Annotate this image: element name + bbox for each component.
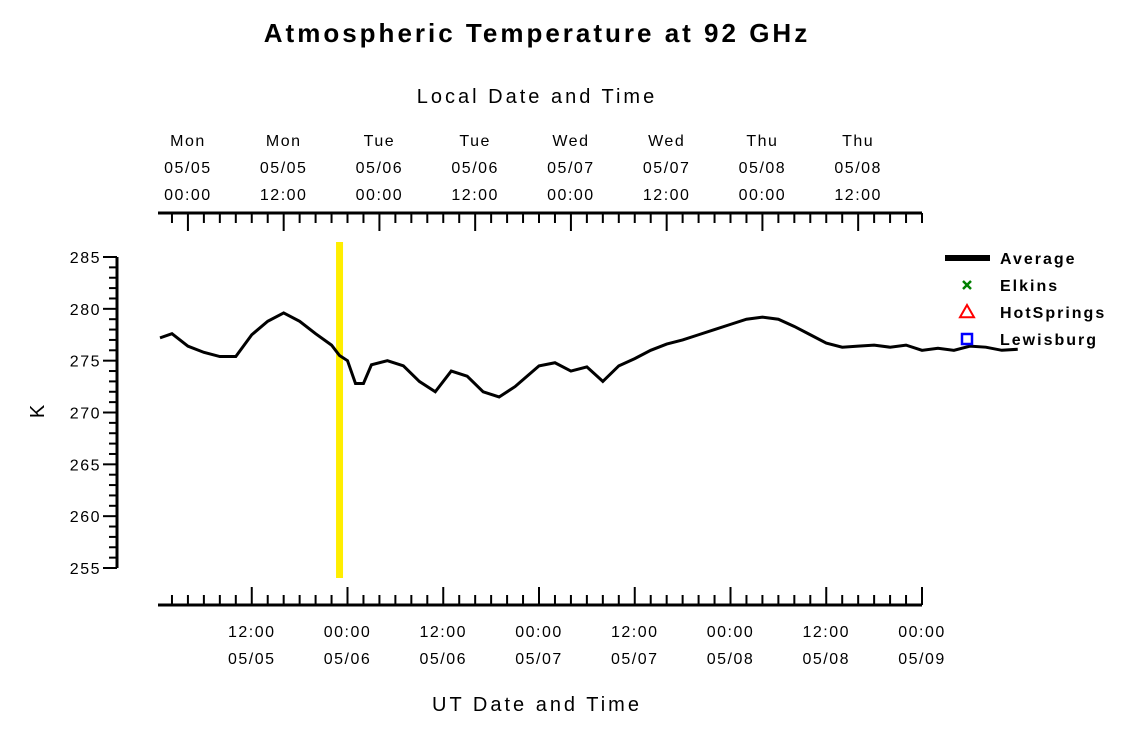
legend-label: Average: [1000, 251, 1077, 268]
top-tick-label-date: 05/05: [260, 160, 308, 177]
top-tick-label-day: Wed: [648, 133, 685, 150]
x-tick-label-date: 05/07: [515, 651, 563, 668]
y-tick-label: 270: [70, 406, 101, 423]
x-tick-label-time: 12:00: [802, 624, 850, 641]
y-axis-title: K: [27, 402, 49, 418]
x-tick-label-date: 05/06: [324, 651, 372, 668]
legend-label: Elkins: [1000, 278, 1059, 295]
chart-title: Atmospheric Temperature at 92 GHz: [264, 18, 810, 48]
y-tick-label: 275: [70, 354, 101, 371]
top-tick-label-time: 00:00: [164, 187, 212, 204]
x-tick-label-time: 12:00: [419, 624, 467, 641]
plot-area: 255 260 265 270 275 280 285 12:00 05/05 00:00 05/0…: [70, 133, 1018, 668]
top-tick-label-time: 00:00: [547, 187, 595, 204]
top-tick-label-day: Thu: [842, 133, 874, 150]
legend-swatch-triangle: [958, 302, 976, 319]
top-tick-label-time: 12:00: [260, 187, 308, 204]
top-tick-label-time: 00:00: [356, 187, 404, 204]
legend-label: Lewisburg: [1000, 332, 1098, 349]
top-tick-label-day: Thu: [746, 133, 778, 150]
y-tick-label: 265: [70, 457, 101, 474]
x-tick-label-time: 12:00: [228, 624, 276, 641]
top-tick-label-day: Tue: [459, 133, 490, 150]
top-tick-label-date: 05/08: [834, 160, 882, 177]
x-tick-label-date: 05/06: [419, 651, 467, 668]
x-tick-label-time: 00:00: [515, 624, 563, 641]
top-tick-label-date: 05/07: [547, 160, 595, 177]
legend-swatch-x: [962, 280, 972, 290]
top-tick-label-time: 12:00: [451, 187, 499, 204]
top-tick-label-date: 05/06: [451, 160, 499, 177]
legend-item-hotsprings: HotSprings: [958, 302, 1106, 322]
top-tick-label-day: Wed: [552, 133, 589, 150]
legend-item-average: Average: [945, 251, 1077, 268]
top-tick-label-date: 05/07: [643, 160, 691, 177]
top-tick-label-time: 12:00: [643, 187, 691, 204]
x-tick-label-date: 05/08: [707, 651, 755, 668]
series-line-average: [159, 311, 1018, 399]
y-tick-label: 260: [70, 509, 101, 526]
x-tick-label-time: 00:00: [898, 624, 946, 641]
legend-swatch-square: [960, 332, 974, 346]
x-tick-label-date: 05/09: [898, 651, 946, 668]
bottom-axis-title: UT Date and Time: [432, 694, 642, 716]
top-tick-label-date: 05/06: [356, 160, 404, 177]
x-tick-label-date: 05/08: [802, 651, 850, 668]
x-tick-label-time: 00:00: [707, 624, 755, 641]
y-tick-label: 285: [70, 250, 101, 267]
top-tick-label-day: Tue: [364, 133, 395, 150]
top-tick-label-date: 05/08: [739, 160, 787, 177]
legend-item-lewisburg: Lewisburg: [960, 332, 1098, 349]
x-tick-label-date: 05/07: [611, 651, 659, 668]
top-tick-label-date: 05/05: [164, 160, 212, 177]
y-tick-label: 280: [70, 302, 101, 319]
x-tick-label-time: 12:00: [611, 624, 659, 641]
y-tick-label: 255: [70, 561, 101, 578]
x-tick-label-date: 05/05: [228, 651, 276, 668]
legend: Average Elkins HotSprings Lewisburg: [945, 251, 1106, 349]
legend-item-elkins: Elkins: [962, 278, 1059, 295]
legend-label: HotSprings: [1000, 305, 1106, 322]
time-marker: [336, 242, 344, 578]
top-tick-label-time: 00:00: [739, 187, 787, 204]
top-tick-label-time: 12:00: [834, 187, 882, 204]
top-axis-title: Local Date and Time: [417, 86, 657, 108]
x-tick-label-time: 00:00: [324, 624, 372, 641]
top-tick-label-day: Mon: [170, 133, 206, 150]
top-tick-label-day: Mon: [266, 133, 302, 150]
